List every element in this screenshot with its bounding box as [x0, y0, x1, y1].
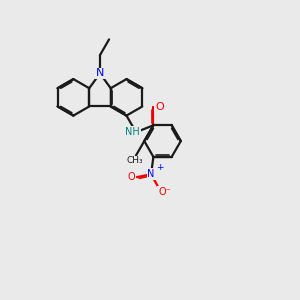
- Text: N: N: [96, 68, 104, 78]
- Text: N: N: [147, 169, 155, 179]
- Text: CH₃: CH₃: [126, 156, 143, 165]
- Text: O: O: [127, 172, 135, 182]
- Text: O: O: [155, 102, 164, 112]
- Text: +: +: [156, 163, 164, 172]
- Text: O⁻: O⁻: [158, 187, 171, 197]
- Text: NH: NH: [125, 127, 140, 137]
